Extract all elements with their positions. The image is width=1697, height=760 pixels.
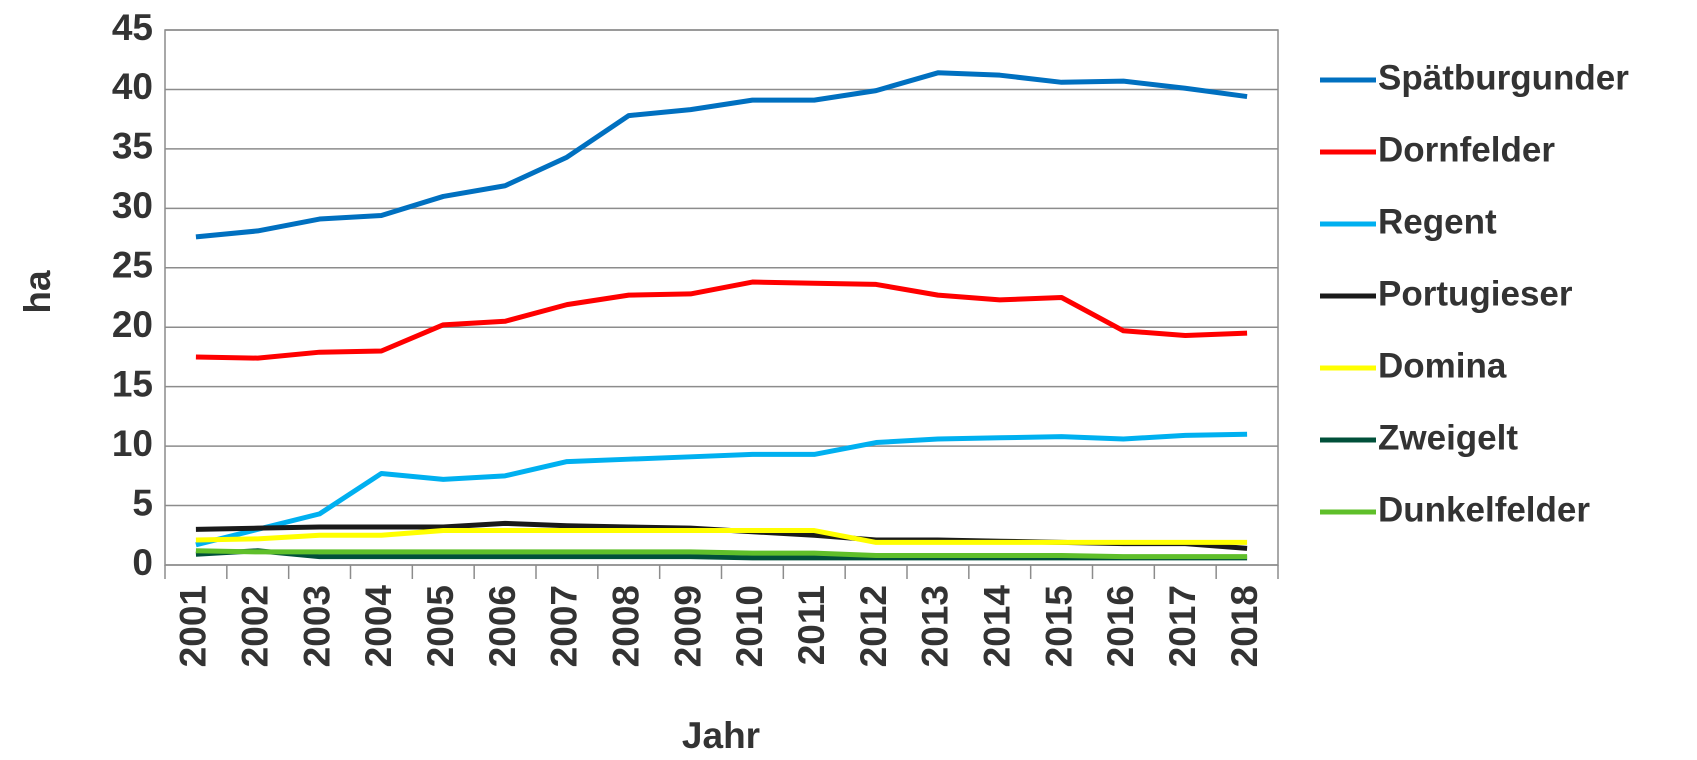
- x-tick-label: 2004: [358, 585, 399, 668]
- x-axis-title: Jahr: [682, 715, 760, 756]
- x-tick-label: 2012: [853, 585, 894, 667]
- x-tick-label: 2013: [915, 585, 956, 667]
- x-tick-label: 2018: [1224, 585, 1265, 667]
- y-tick-label: 30: [112, 185, 153, 226]
- y-tick-label: 35: [112, 126, 153, 167]
- y-tick-label: 20: [112, 304, 153, 345]
- series-line: [195, 70, 1248, 240]
- x-tick-label: 2011: [791, 585, 832, 665]
- plot-frame: [164, 29, 1279, 566]
- legend-label: Spätburgunder: [1378, 58, 1629, 97]
- x-tick-label: 2007: [544, 585, 585, 667]
- series-line: [195, 528, 1248, 545]
- legend-label: Domina: [1378, 346, 1507, 385]
- y-tick-label: 0: [132, 542, 153, 583]
- x-tick-label: 2014: [977, 585, 1018, 668]
- x-tick-label: 2003: [296, 585, 337, 667]
- legend-label: Dunkelfelder: [1378, 490, 1590, 529]
- x-tick-label: 2017: [1162, 585, 1203, 667]
- legend-label: Dornfelder: [1378, 130, 1555, 169]
- x-tick-label: 2015: [1038, 585, 1079, 667]
- x-tick-label: 2016: [1100, 585, 1141, 667]
- series-line: [195, 548, 1248, 560]
- x-tick-label: 2008: [606, 585, 647, 667]
- x-tick-label: 2002: [235, 585, 276, 667]
- series-line: [195, 431, 1248, 548]
- x-tick-label: 2005: [420, 585, 461, 667]
- y-tick-label: 40: [112, 66, 153, 107]
- x-tick-label: 2001: [173, 585, 214, 667]
- x-tick-label: 2009: [667, 585, 708, 667]
- y-tick-label: 15: [112, 363, 153, 404]
- y-tick-label: 10: [112, 423, 153, 464]
- y-tick-label: 45: [112, 7, 153, 48]
- legend-label: Portugieser: [1378, 274, 1573, 313]
- y-tick-label: 25: [112, 245, 153, 286]
- series-line: [195, 279, 1248, 361]
- x-tick-label: 2010: [729, 585, 770, 667]
- legend-label: Regent: [1378, 202, 1497, 241]
- x-tick-label: 2006: [482, 585, 523, 667]
- y-tick-label: 5: [132, 482, 153, 523]
- y-axis-title: ha: [17, 270, 58, 314]
- legend-label: Zweigelt: [1378, 418, 1518, 457]
